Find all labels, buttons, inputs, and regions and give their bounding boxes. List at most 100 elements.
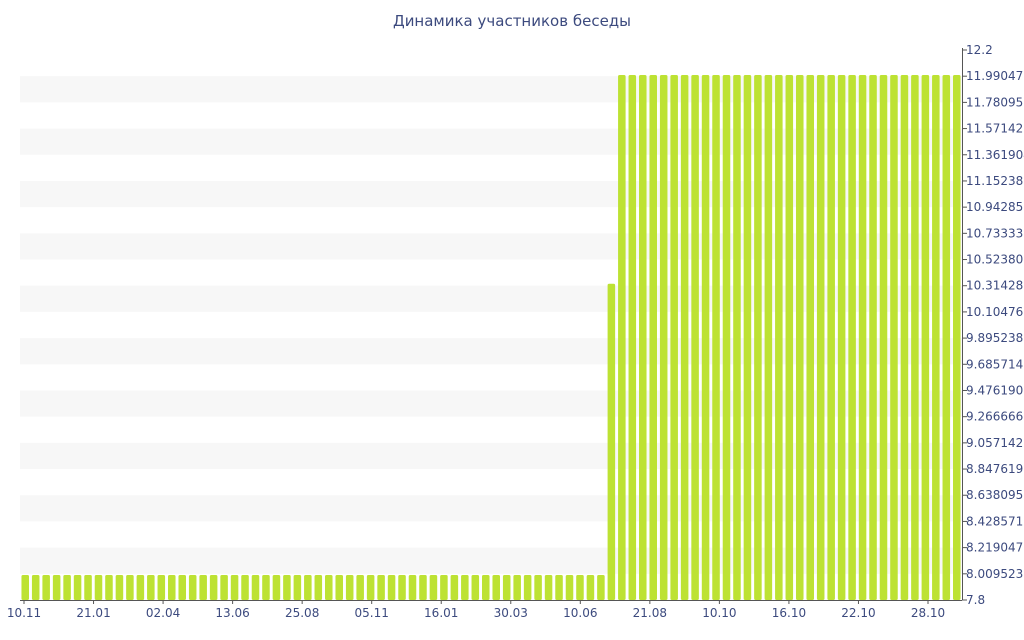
bar[interactable] <box>628 75 637 600</box>
bar[interactable] <box>136 575 145 600</box>
bar[interactable] <box>31 575 40 600</box>
bar[interactable] <box>314 575 323 600</box>
bar[interactable] <box>659 75 668 600</box>
bar[interactable] <box>701 75 710 600</box>
bar[interactable] <box>105 575 113 600</box>
bar[interactable] <box>911 75 919 600</box>
bar[interactable] <box>691 75 699 600</box>
bar[interactable] <box>785 75 794 600</box>
bar[interactable] <box>597 575 605 600</box>
bar[interactable] <box>743 75 752 600</box>
bar[interactable] <box>775 75 783 600</box>
bar[interactable] <box>471 575 480 600</box>
bar[interactable] <box>921 75 930 600</box>
bar[interactable] <box>827 75 835 600</box>
bar[interactable] <box>806 75 815 600</box>
bar[interactable] <box>712 75 720 600</box>
bar[interactable] <box>408 575 417 600</box>
bar[interactable] <box>544 575 553 600</box>
bar[interactable] <box>858 75 867 600</box>
bar[interactable] <box>167 575 176 600</box>
bar[interactable] <box>366 575 375 600</box>
bar[interactable] <box>199 575 207 600</box>
grid-band <box>20 495 962 522</box>
bar[interactable] <box>670 75 678 600</box>
bar[interactable] <box>356 575 364 600</box>
bar[interactable] <box>733 75 741 600</box>
x-tick-label: 16.01 <box>424 606 458 620</box>
bar[interactable] <box>188 575 197 600</box>
bar[interactable] <box>680 75 689 600</box>
bar[interactable] <box>837 75 846 600</box>
bar[interactable] <box>272 575 281 600</box>
bar[interactable] <box>900 75 909 600</box>
bar[interactable] <box>419 575 427 600</box>
bar[interactable] <box>251 575 260 600</box>
bar[interactable] <box>576 575 584 600</box>
bar[interactable] <box>220 575 228 600</box>
bar[interactable] <box>795 75 804 600</box>
x-tick-label: 10.10 <box>702 606 736 620</box>
grid-band <box>20 442 962 470</box>
bar[interactable] <box>649 75 658 600</box>
bar[interactable] <box>618 75 626 600</box>
bar[interactable] <box>304 575 312 600</box>
bar[interactable] <box>293 575 302 600</box>
y-tick-label: 8.219047 <box>966 541 1023 555</box>
x-tick-label: 05.11 <box>355 606 389 620</box>
bar[interactable] <box>115 575 124 600</box>
bar[interactable] <box>952 75 961 600</box>
bar[interactable] <box>345 575 354 600</box>
bar[interactable] <box>534 575 542 600</box>
bar[interactable] <box>324 575 333 600</box>
bar[interactable] <box>481 575 490 600</box>
bar[interactable] <box>932 75 940 600</box>
bar[interactable] <box>565 575 574 600</box>
bar[interactable] <box>555 575 563 600</box>
bar[interactable] <box>638 75 647 600</box>
bar[interactable] <box>262 575 270 600</box>
bar[interactable] <box>607 283 616 600</box>
bar[interactable] <box>942 75 951 600</box>
bar[interactable] <box>523 575 532 600</box>
bar[interactable] <box>63 575 71 600</box>
bar[interactable] <box>440 575 448 600</box>
bar[interactable] <box>722 75 731 600</box>
bar[interactable] <box>94 575 103 600</box>
bar[interactable] <box>754 75 762 600</box>
bar[interactable] <box>429 575 438 600</box>
bar[interactable] <box>502 575 511 600</box>
bar[interactable] <box>126 575 134 600</box>
bar[interactable] <box>450 575 459 600</box>
bar[interactable] <box>764 75 773 600</box>
bar[interactable] <box>586 575 595 600</box>
bar[interactable] <box>283 575 291 600</box>
bar[interactable] <box>879 75 888 600</box>
bar[interactable] <box>816 75 825 600</box>
bar[interactable] <box>513 575 521 600</box>
bar[interactable] <box>178 575 187 600</box>
bar[interactable] <box>335 575 344 600</box>
bar[interactable] <box>84 575 92 600</box>
bar[interactable] <box>377 575 385 600</box>
grid-band <box>20 390 962 417</box>
bar[interactable] <box>42 575 50 600</box>
bar[interactable] <box>387 575 396 600</box>
bar[interactable] <box>21 575 30 600</box>
bar[interactable] <box>241 575 249 600</box>
bar[interactable] <box>230 575 239 600</box>
x-tick-label: 16.10 <box>772 606 806 620</box>
bar[interactable] <box>890 75 898 600</box>
bar[interactable] <box>848 75 856 600</box>
bar[interactable] <box>461 575 469 600</box>
bar[interactable] <box>869 75 877 600</box>
y-axis-ticks: 7.8 8.009523 8.219047 8.428571 8.638095 8.847… <box>962 43 1024 607</box>
bar[interactable] <box>398 575 406 600</box>
x-tick-label: 02.04 <box>146 606 180 620</box>
bar[interactable] <box>157 575 166 600</box>
bar[interactable] <box>209 575 218 600</box>
bar[interactable] <box>492 575 501 600</box>
bar[interactable] <box>73 575 82 600</box>
bar[interactable] <box>147 575 155 600</box>
bar[interactable] <box>52 575 61 600</box>
